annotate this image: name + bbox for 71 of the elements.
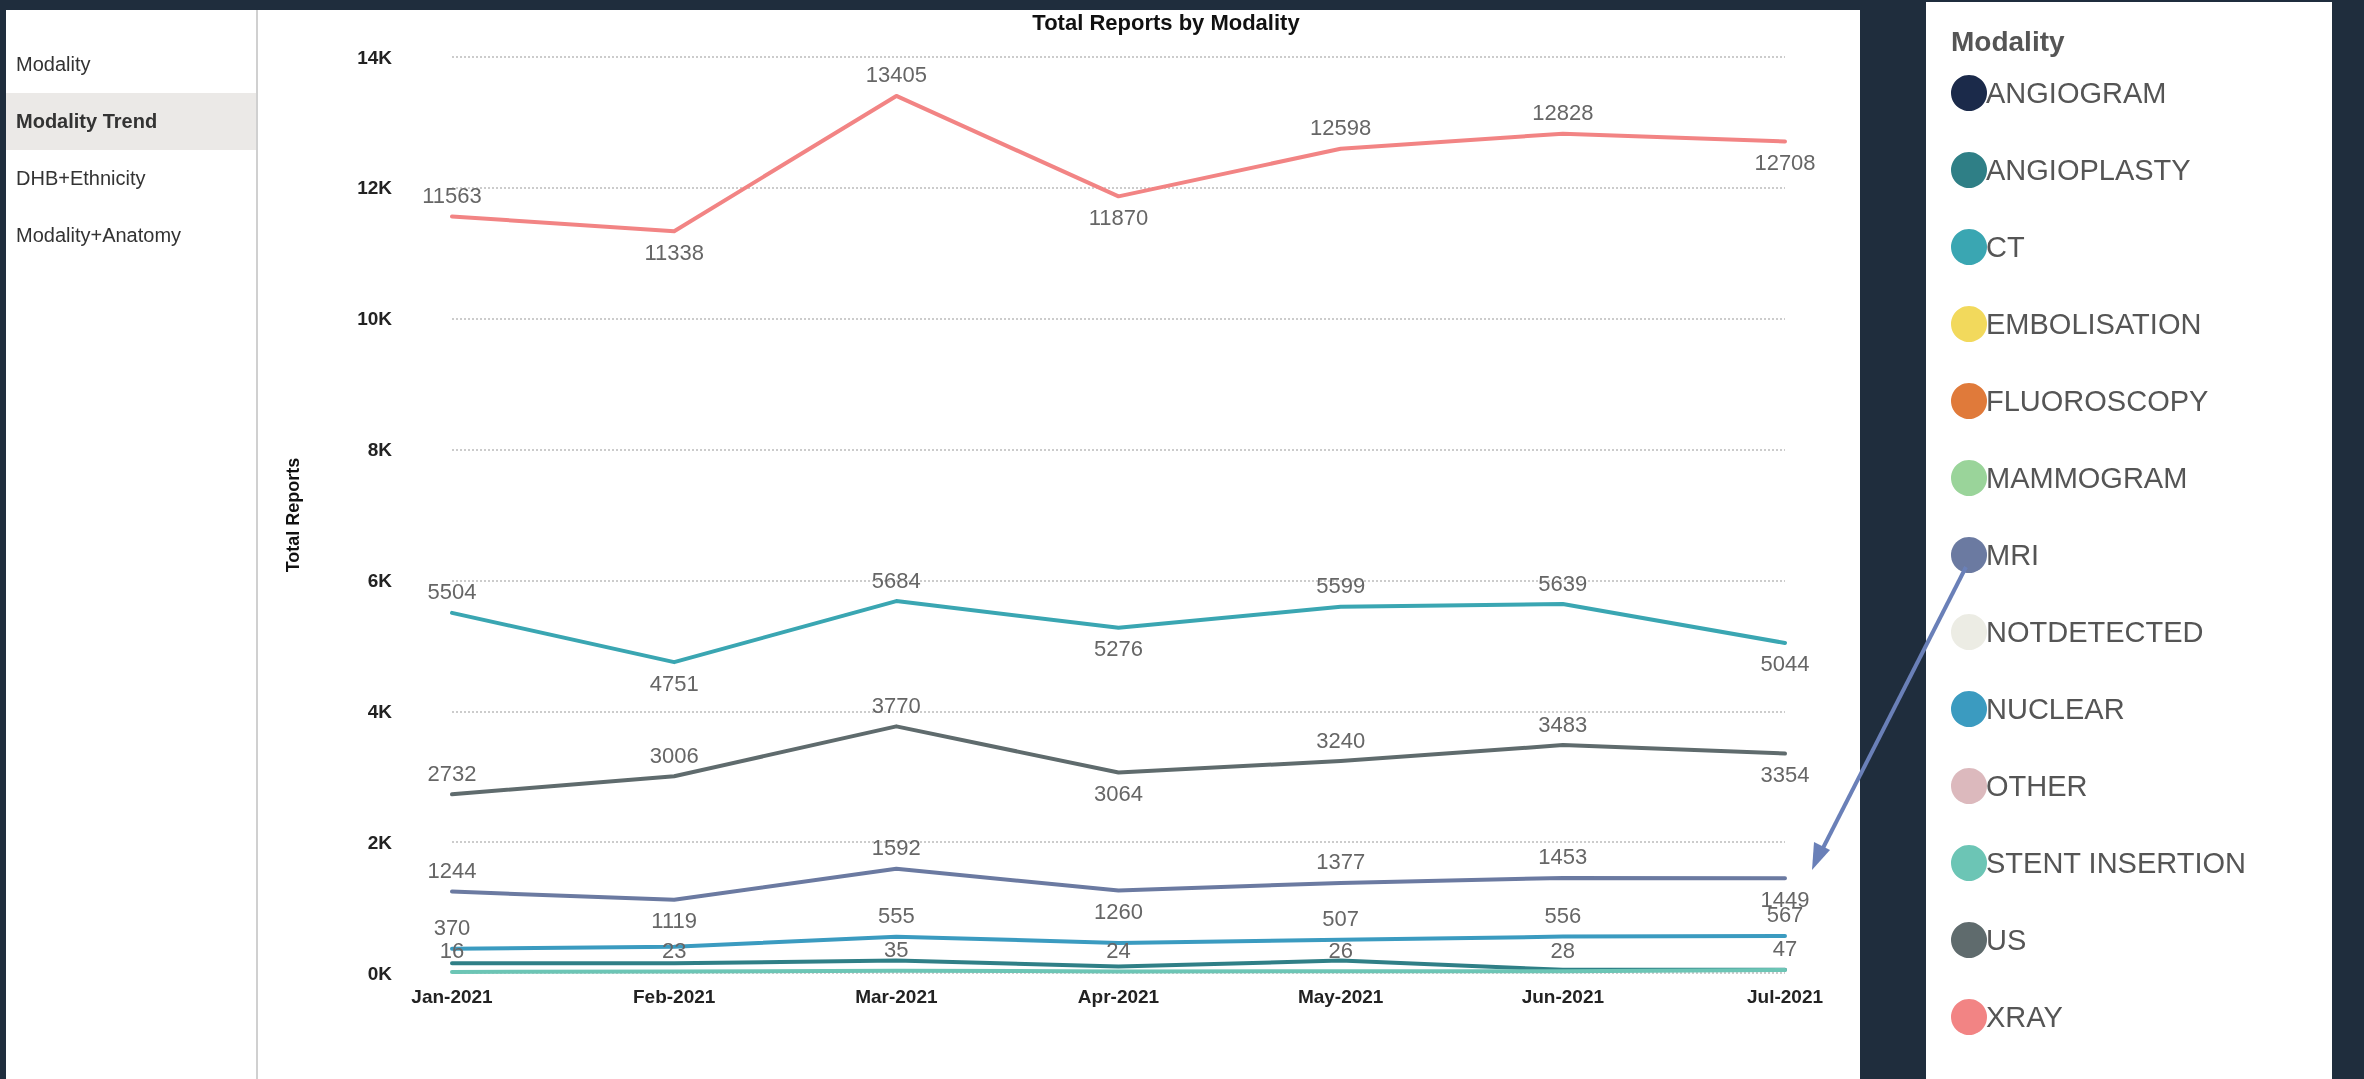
data-label: 556 (1544, 903, 1582, 929)
data-label: 12598 (1310, 115, 1372, 141)
data-label: 1592 (871, 835, 921, 861)
data-label: 4751 (649, 670, 699, 696)
y-axis-title: Total Reports (283, 457, 303, 573)
legend-title: Modality (1951, 25, 2065, 57)
text: Modality Trend (6, 93, 256, 150)
x-tick-label: Jul-2021 (1746, 986, 1824, 1007)
x-tick-label: Mar-2021 (855, 986, 938, 1007)
data-label: 47 (1772, 936, 1798, 962)
legend-label: ANGIOGRAM (1986, 77, 2167, 109)
x-tick-label: Jun-2021 (1521, 986, 1605, 1007)
y-tick-label: 10K (357, 308, 393, 330)
x-tick-label: Feb-2021 (632, 986, 716, 1007)
y-tick-label: 6K (367, 569, 393, 591)
data-label: 2732 (427, 760, 477, 786)
legend-label: ANGIOPLASTY (1986, 154, 2191, 186)
data-label: 3770 (871, 692, 921, 718)
data-label: 555 (877, 903, 915, 929)
data-label: 24 (1106, 937, 1131, 963)
data-label: 11563 (422, 182, 482, 208)
legend-label: OTHER (1986, 770, 2088, 802)
legend-label: US (1986, 924, 2027, 956)
x-tick-label: Jan-2021 (411, 986, 494, 1007)
data-label: 28 (1550, 937, 1576, 963)
y-tick-label: 2K (367, 831, 393, 853)
data-label: 5684 (871, 567, 921, 593)
legend-label: XRAY (1986, 1001, 2063, 1033)
data-label: 370 (433, 915, 471, 941)
legend-label: MRI (1986, 539, 2040, 571)
data-label: 5599 (1316, 573, 1366, 599)
data-label: 12828 (1532, 100, 1594, 126)
legend-label: FLUOROSCOPY (1986, 385, 2209, 417)
legend-label: NOTDETECTED (1986, 616, 2204, 648)
text: Modality+Anatomy (15, 223, 183, 248)
data-label: 35 (884, 937, 909, 963)
data-label: 5504 (427, 579, 477, 605)
data-label: 1119 (651, 908, 698, 934)
y-tick-label: 0K (367, 962, 393, 984)
text: DHB+Ethnicity (15, 166, 147, 191)
y-tick-label: 12K (357, 177, 393, 199)
data-label: 1453 (1538, 844, 1588, 870)
legend-label: STENT INSERTION (1986, 847, 2246, 879)
y-tick-label: 8K (367, 439, 393, 461)
data-label: 1260 (1094, 899, 1143, 925)
data-label: 3240 (1316, 727, 1366, 753)
legend-label: NUCLEAR (1986, 693, 2125, 725)
data-label: 1377 (1316, 849, 1366, 875)
data-label: 5044 (1760, 651, 1810, 677)
y-tick-label: 4K (367, 700, 393, 722)
y-tick-label: 14K (357, 46, 393, 68)
data-label: 1244 (427, 858, 477, 884)
text: Modality (15, 52, 92, 77)
legend-label: MAMMOGRAM (1986, 462, 2188, 494)
legend-label: EMBOLISATION (1986, 308, 2202, 340)
data-label: 3064 (1094, 781, 1143, 807)
legend-label: CT (1986, 231, 2025, 263)
data-label: 3006 (649, 742, 699, 768)
x-tick-label: May-2021 (1297, 986, 1384, 1007)
data-label: 507 (1322, 906, 1360, 932)
data-label: 5639 (1538, 570, 1588, 596)
data-label: 11338 (644, 239, 704, 265)
data-label: 26 (1328, 937, 1353, 963)
data-label: 3354 (1760, 762, 1810, 788)
data-label: 11870 (1088, 204, 1149, 230)
x-tick-label: Apr-2021 (1077, 986, 1160, 1007)
data-label: 13405 (865, 62, 927, 88)
chart-title: Total Reports by Modality (1032, 9, 1301, 35)
data-label: 3483 (1538, 711, 1588, 737)
data-label: 5276 (1094, 636, 1143, 662)
data-label: 12708 (1754, 150, 1816, 176)
